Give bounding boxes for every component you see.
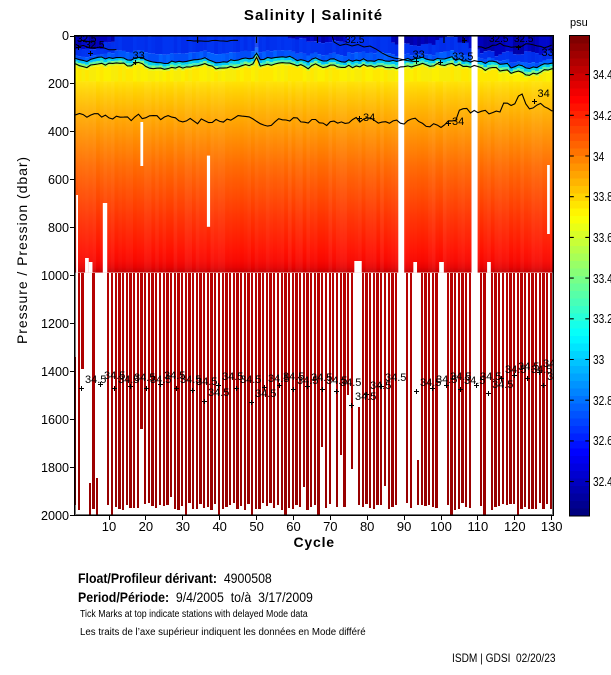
svg-text:34.5: 34.5 [340,377,361,389]
svg-text:34.5: 34.5 [436,374,457,386]
svg-text:34.5: 34.5 [547,371,568,383]
svg-text:33.5: 33.5 [452,51,473,63]
svg-text:34.5: 34.5 [196,376,217,388]
svg-text:34.5: 34.5 [118,374,139,386]
svg-text:34.5: 34.5 [543,358,564,370]
svg-text:34.5: 34.5 [518,361,539,373]
svg-text:34.5: 34.5 [150,374,171,386]
svg-text:34.5: 34.5 [480,371,501,383]
svg-text:34.5: 34.5 [85,374,106,386]
svg-text:33: 33 [133,50,145,62]
svg-text:34.5: 34.5 [208,387,229,399]
svg-text:34: 34 [538,88,550,100]
svg-text:34.5: 34.5 [180,374,201,386]
svg-text:34.5: 34.5 [355,391,376,403]
svg-text:34.5: 34.5 [385,372,406,384]
svg-text:34.5: 34.5 [283,371,304,383]
svg-text:34.5: 34.5 [464,375,485,387]
svg-text:34.5: 34.5 [104,370,125,382]
svg-text:34.5: 34.5 [420,377,441,389]
svg-text:34.5: 34.5 [450,371,471,383]
svg-text:34.5: 34.5 [311,372,332,384]
svg-text:32.5: 32.5 [514,34,534,45]
svg-text:32.5: 32.5 [77,34,97,45]
svg-text:34.5: 34.5 [492,379,513,391]
svg-text:34.5: 34.5 [164,370,185,382]
svg-text:34.5: 34.5 [505,364,526,376]
svg-text:32.5: 32.5 [345,35,365,46]
svg-text:34: 34 [363,112,375,124]
svg-text:33: 33 [413,49,425,61]
svg-text:34.5: 34.5 [255,388,276,400]
svg-text:34.5: 34.5 [531,364,552,376]
svg-text:34.5: 34.5 [326,375,347,387]
svg-text:32.5: 32.5 [489,34,509,45]
svg-text:34.5: 34.5 [297,375,318,387]
svg-text:34.5: 34.5 [134,372,155,384]
svg-text:32.5: 32.5 [85,40,105,51]
svg-text:34.5: 34.5 [222,371,243,383]
svg-text:34: 34 [452,116,464,128]
svg-text:33: 33 [542,47,554,59]
svg-text:34.5: 34.5 [268,373,289,385]
svg-text:34.5: 34.5 [240,374,261,386]
